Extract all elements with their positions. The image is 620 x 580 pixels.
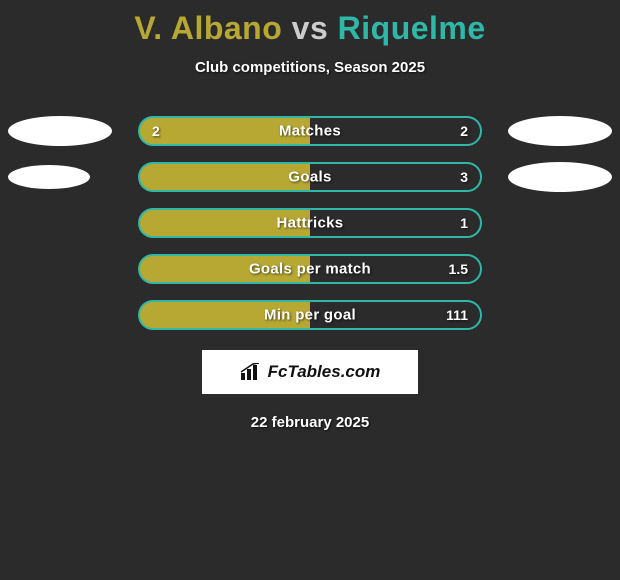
stat-row: 2Matches2: [0, 116, 620, 146]
player2-name: Riquelme: [338, 10, 486, 46]
stat-label: Hattricks: [140, 215, 480, 232]
player1-name: V. Albano: [134, 10, 282, 46]
stat-row: Hattricks1: [0, 208, 620, 238]
stat-rows: 2Matches2 Goals3 Hattricks1 Goals per match…: [0, 116, 620, 330]
brand-badge: FcTables.com: [202, 350, 418, 394]
stat-label: Goals: [140, 169, 480, 186]
comparison-infographic: V. Albano vs Riquelme Club competitions,…: [0, 0, 620, 580]
right-value: 1.5: [449, 261, 468, 277]
subtitle: Club competitions, Season 2025: [0, 59, 620, 76]
right-value: 1: [460, 215, 468, 231]
right-value: 111: [446, 307, 468, 323]
stat-bar: Goals per match1.5: [138, 254, 482, 284]
stat-label: Goals per match: [140, 261, 480, 278]
page-title: V. Albano vs Riquelme: [0, 0, 620, 47]
bar-chart-icon: [240, 363, 262, 381]
right-ellipse: [508, 162, 612, 192]
stat-label: Matches: [140, 123, 480, 140]
stat-bar: 2Matches2: [138, 116, 482, 146]
vs-text: vs: [292, 10, 329, 46]
stat-row: Min per goal111: [0, 300, 620, 330]
stat-row: Goals per match1.5: [0, 254, 620, 284]
right-value: 3: [460, 169, 468, 185]
left-ellipse: [8, 165, 90, 189]
right-ellipse: [508, 116, 612, 146]
stat-label: Min per goal: [140, 307, 480, 324]
left-ellipse: [8, 116, 112, 146]
brand-text: FcTables.com: [268, 362, 381, 382]
stat-bar: Min per goal111: [138, 300, 482, 330]
stat-bar: Goals3: [138, 162, 482, 192]
stat-row: Goals3: [0, 162, 620, 192]
stat-bar: Hattricks1: [138, 208, 482, 238]
footer-date: 22 february 2025: [0, 414, 620, 431]
right-value: 2: [460, 123, 468, 139]
